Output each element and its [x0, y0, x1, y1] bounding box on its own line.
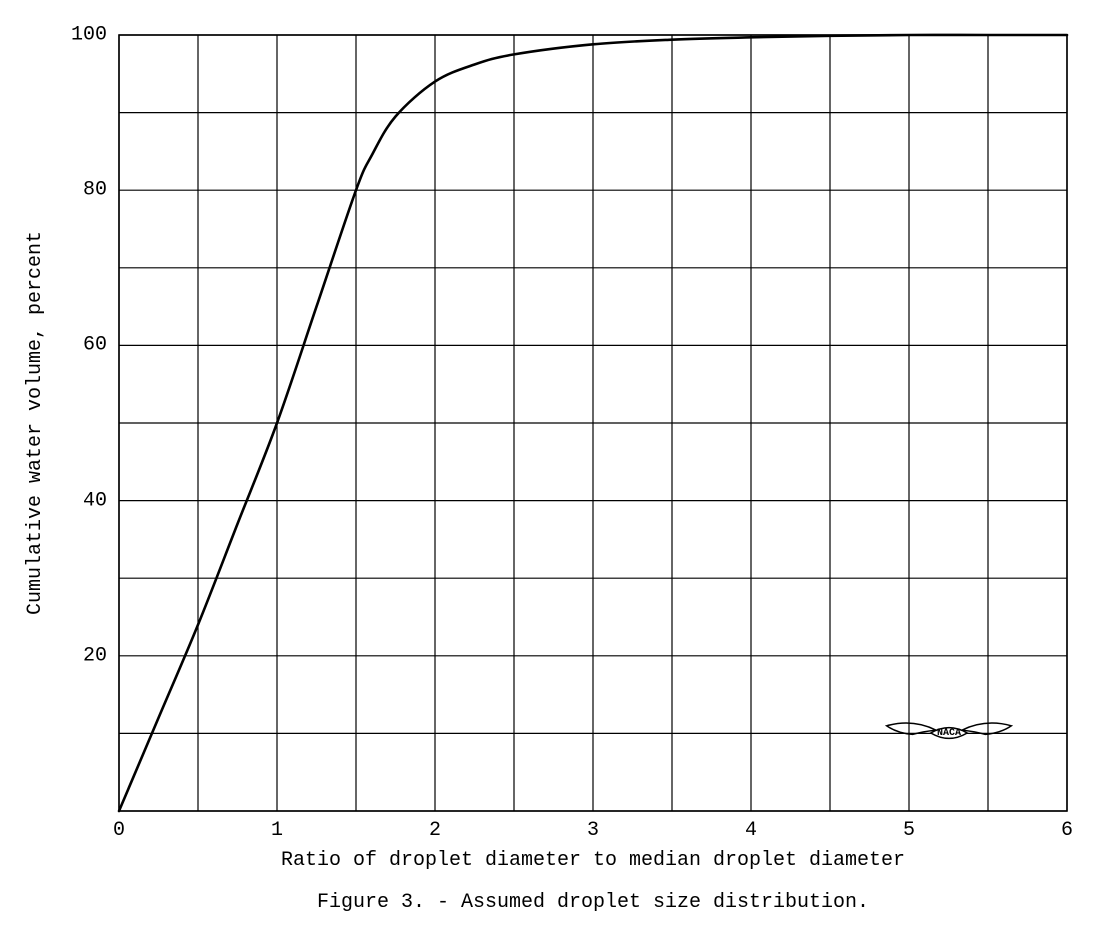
naca-wing-icon: NACA [884, 715, 1014, 751]
y-axis-label: Cumulative water volume, percent [24, 231, 47, 615]
figure-page: Cumulative water volume, percent Ratio o… [0, 0, 1099, 926]
y-tick-label: 80 [83, 179, 107, 202]
naca-badge-text: NACA [936, 729, 960, 740]
naca-badge: NACA [884, 715, 1014, 751]
x-tick-label: 3 [587, 819, 599, 842]
x-axis-label: Ratio of droplet diameter to median drop… [281, 849, 905, 872]
x-tick-label: 4 [745, 819, 757, 842]
plot-area [119, 35, 1067, 811]
figure-caption: Figure 3. - Assumed droplet size distrib… [317, 891, 869, 914]
y-tick-label: 60 [83, 334, 107, 357]
y-tick-label: 100 [71, 24, 107, 47]
y-tick-label: 20 [83, 644, 107, 667]
y-tick-label: 40 [83, 489, 107, 512]
x-tick-label: 1 [271, 819, 283, 842]
x-tick-label: 2 [429, 819, 441, 842]
x-tick-label: 5 [903, 819, 915, 842]
x-tick-label: 0 [113, 819, 125, 842]
plot-svg [119, 35, 1067, 811]
x-tick-label: 6 [1061, 819, 1073, 842]
